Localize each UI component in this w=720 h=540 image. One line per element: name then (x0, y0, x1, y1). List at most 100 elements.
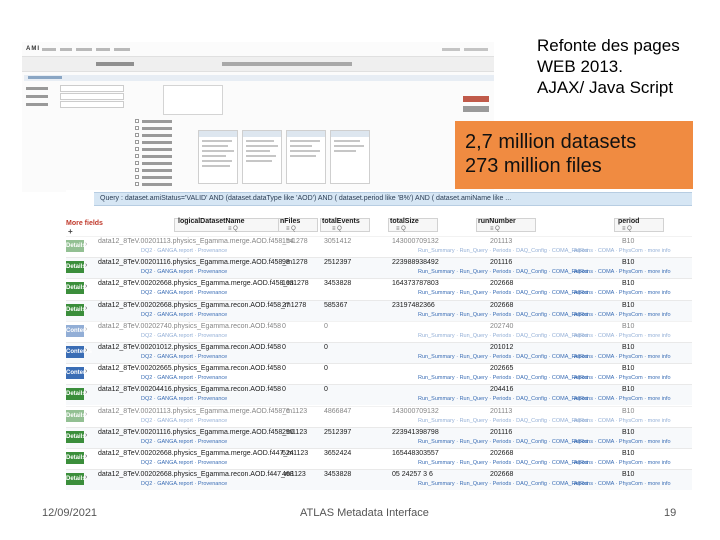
column-header[interactable]: runNumber (478, 218, 516, 225)
nav-link-right[interactable] (442, 48, 460, 51)
dataset-links[interactable]: DQ2 · GANGA.report · Provenance (141, 354, 228, 360)
value-list[interactable] (286, 130, 326, 184)
dataset-name-cell[interactable]: data12_8TeV.00204416.physics_Egamma.reco… (98, 386, 282, 394)
run-links[interactable]: Run_Summary · Run_Query · Periods · DAQ_… (418, 269, 588, 276)
row-details-button[interactable]: Contents (66, 324, 92, 337)
row-expand-icon[interactable]: › (85, 389, 88, 397)
field-checkbox-row[interactable] (135, 182, 179, 187)
dataset-name-cell[interactable]: data12_8TeV.00201113.physics_Egamma.merg… (98, 407, 308, 415)
column-header[interactable]: period (618, 218, 640, 225)
field-checkbox-row[interactable] (135, 147, 179, 152)
dataset-name-cell[interactable]: data12_8TeV.00202740.physics_Egamma.reco… (98, 322, 282, 330)
column-sort-icon[interactable]: ≡ Q (332, 226, 342, 232)
row-details-button[interactable]: Details (66, 452, 86, 464)
row-details-button[interactable]: Details (66, 473, 86, 486)
row-expand-icon[interactable]: › (85, 283, 88, 291)
dataset-links[interactable]: DQ2 · GANGA.report · Provenance (141, 248, 228, 254)
field-checkbox-row[interactable] (135, 168, 179, 173)
dataset-links[interactable]: DQ2 · GANGA.report · Provenance (141, 332, 228, 339)
dataset-name-cell[interactable]: data12_8TeV.00202668.physics_Egamma.merg… (98, 450, 309, 457)
run-links[interactable]: Run_Summary · Run_Query · Periods · DAQ_… (418, 375, 588, 382)
value-list[interactable] (242, 130, 282, 184)
column-sort-icon[interactable]: ≡ Q (396, 226, 406, 232)
dataset-links[interactable]: DQ2 · GANGA.report · Provenance (141, 290, 228, 297)
row-expand-icon[interactable]: › (85, 368, 88, 376)
column-header[interactable]: logicalDatasetName (178, 218, 245, 225)
dataset-links[interactable]: DQ2 · GANGA.report · Provenance (141, 460, 228, 466)
value-list[interactable] (198, 130, 238, 184)
filter-box[interactable] (163, 85, 223, 115)
dataset-links[interactable]: DQ2 · GANGA.report · Provenance (141, 311, 228, 318)
period-links[interactable]: AllRuns · COMA · PhysCom · more info (574, 354, 671, 360)
period-links[interactable]: AllRuns · COMA · PhysCom · more info (574, 290, 671, 297)
period-links[interactable]: AllRuns · COMA · PhysCom · more info (574, 438, 671, 445)
row-expand-icon[interactable]: › (85, 241, 88, 248)
field-checkbox-row[interactable] (135, 175, 179, 180)
field-checkbox-row[interactable] (135, 119, 179, 124)
dataset-links[interactable]: DQ2 · GANGA.report · Provenance (141, 481, 228, 488)
dataset-name-cell[interactable]: data12_8TeV.00201012.physics_Egamma.reco… (98, 344, 282, 351)
dataset-name-cell[interactable]: data12_8TeV.00201116.physics_Egamma.merg… (98, 428, 308, 436)
row-expand-icon[interactable]: › (85, 262, 88, 270)
run-links[interactable]: Run_Summary · Run_Query · Periods · DAQ_… (418, 438, 588, 445)
run-links[interactable]: Run_Summary · Run_Query · Periods · DAQ_… (418, 481, 588, 488)
dataset-name-cell[interactable]: data12_8TeV.00202668.physics_Egamma.reco… (98, 471, 306, 479)
run-links[interactable]: Run_Summary · Run_Query · Periods · DAQ_… (418, 248, 588, 254)
period-links[interactable]: AllRuns · COMA · PhysCom · more info (574, 460, 671, 466)
dataset-name-cell[interactable]: data12_8TeV.00202668.physics_Egamma.reco… (98, 301, 307, 309)
field-checkbox-row[interactable] (135, 154, 179, 159)
row-details-button[interactable]: Details (66, 282, 86, 295)
run-links[interactable]: Run_Summary · Run_Query · Periods · DAQ_… (418, 396, 588, 403)
dataset-links[interactable]: DQ2 · GANGA.report · Provenance (141, 417, 228, 424)
nav-link[interactable] (96, 48, 110, 51)
row-details-button[interactable]: Details (66, 240, 86, 252)
nav-link[interactable] (60, 48, 72, 51)
row-expand-icon[interactable]: › (85, 347, 88, 354)
period-links[interactable]: AllRuns · COMA · PhysCom · more info (574, 417, 671, 424)
criteria-select[interactable] (60, 85, 124, 92)
field-checkbox-row[interactable] (135, 133, 179, 138)
column-header[interactable]: nFiles (280, 218, 301, 225)
more-fields-label[interactable]: More fields (66, 220, 103, 227)
period-links[interactable]: AllRuns · COMA · PhysCom · more info (574, 248, 671, 254)
row-details-button[interactable]: Details (66, 261, 86, 274)
column-sort-icon[interactable]: ≡ Q (228, 226, 238, 232)
row-details-button[interactable]: Details (66, 409, 86, 422)
run-links[interactable]: Run_Summary · Run_Query · Periods · DAQ_… (418, 332, 588, 339)
row-details-button[interactable]: Details (66, 303, 86, 316)
dataset-links[interactable]: DQ2 · GANGA.report · Provenance (141, 396, 228, 403)
run-links[interactable]: Run_Summary · Run_Query · Periods · DAQ_… (418, 354, 588, 360)
period-links[interactable]: AllRuns · COMA · PhysCom · more info (574, 269, 671, 276)
add-column-button[interactable]: + (68, 227, 73, 236)
row-expand-icon[interactable]: › (85, 304, 88, 312)
row-details-button[interactable]: Contents (66, 367, 92, 380)
nav-link-right[interactable] (464, 48, 488, 51)
dataset-links[interactable]: DQ2 · GANGA.report · Provenance (141, 375, 228, 382)
row-expand-icon[interactable]: › (85, 453, 88, 460)
column-sort-icon[interactable]: ≡ Q (622, 226, 632, 232)
field-checkbox-row[interactable] (135, 161, 179, 166)
dataset-name-cell[interactable]: data12_8TeV.00201113.physics_Egamma.merg… (98, 238, 308, 245)
row-expand-icon[interactable]: › (85, 325, 88, 333)
nav-link[interactable] (76, 48, 92, 51)
dataset-links[interactable]: DQ2 · GANGA.report · Provenance (141, 269, 228, 276)
period-links[interactable]: AllRuns · COMA · PhysCom · more info (574, 332, 671, 339)
run-links[interactable]: Run_Summary · Run_Query · Periods · DAQ_… (418, 290, 588, 297)
nav-link[interactable] (114, 48, 130, 51)
column-sort-icon[interactable]: ≡ Q (286, 226, 296, 232)
row-details-button[interactable]: Contents (66, 346, 92, 358)
period-links[interactable]: AllRuns · COMA · PhysCom · more info (574, 375, 671, 382)
column-header[interactable]: totalEvents (322, 218, 360, 225)
value-list[interactable] (330, 130, 370, 184)
dataset-name-cell[interactable]: data12_8TeV.00201116.physics_Egamma.merg… (98, 259, 308, 267)
search-button[interactable] (463, 96, 489, 102)
reset-button[interactable] (463, 106, 489, 112)
row-expand-icon[interactable]: › (85, 410, 88, 418)
dataset-name-cell[interactable]: data12_8TeV.00202665.physics_Egamma.reco… (98, 365, 282, 373)
row-expand-icon[interactable]: › (85, 474, 88, 482)
run-links[interactable]: Run_Summary · Run_Query · Periods · DAQ_… (418, 311, 588, 318)
field-checkbox-row[interactable] (135, 140, 179, 145)
row-details-button[interactable]: Details (66, 388, 86, 401)
field-checkbox-row[interactable] (135, 126, 179, 131)
dataset-links[interactable]: DQ2 · GANGA.report · Provenance (141, 438, 228, 445)
